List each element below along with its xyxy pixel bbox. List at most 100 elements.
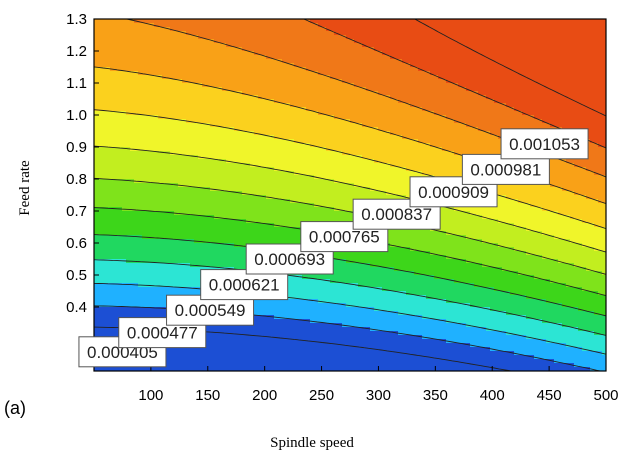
contour-cell	[146, 287, 151, 292]
contour-cell	[146, 43, 151, 48]
contour-cell	[138, 27, 143, 32]
contour-cell	[114, 283, 119, 288]
contour-cell	[254, 307, 259, 312]
contour-cell	[226, 23, 231, 28]
contour-cell	[106, 131, 111, 136]
contour-cell	[262, 115, 267, 120]
contour-cell	[138, 119, 143, 124]
contour-cell	[186, 239, 191, 244]
contour-cell	[182, 347, 187, 352]
contour-cell	[150, 175, 155, 180]
contour-cell	[106, 255, 111, 260]
contour-cell	[230, 367, 235, 371]
contour-cell	[278, 359, 283, 364]
contour-cell	[242, 251, 247, 256]
contour-cell	[310, 307, 315, 312]
contour-cell	[214, 195, 219, 200]
contour-cell	[150, 211, 155, 216]
contour-cell	[314, 39, 319, 44]
contour-cell	[150, 267, 155, 272]
contour-cell	[150, 115, 155, 120]
contour-cell	[314, 339, 319, 344]
contour-cell	[142, 87, 147, 92]
contour-cell	[258, 167, 263, 172]
contour-cell	[198, 263, 203, 268]
contour-cell	[290, 215, 295, 220]
contour-cell	[282, 27, 287, 32]
contour-cell	[198, 259, 203, 264]
contour-cell	[218, 59, 223, 64]
contour-cell	[154, 87, 159, 92]
contour-cell	[114, 243, 119, 248]
contour-cell	[274, 115, 279, 120]
contour-cell	[118, 31, 123, 36]
contour-cell	[222, 107, 227, 112]
contour-cell	[114, 31, 119, 36]
contour-cell	[250, 75, 255, 80]
contour-cell	[134, 27, 139, 32]
contour-cell	[194, 255, 199, 260]
contour-cell	[266, 331, 271, 336]
contour-cell	[134, 287, 139, 292]
contour-cell	[198, 227, 203, 232]
contour-cell	[158, 87, 163, 92]
contour-cell	[130, 139, 135, 144]
contour-cell	[126, 367, 131, 371]
contour-cell	[242, 119, 247, 124]
contour-cell	[106, 107, 111, 112]
contour-cell	[186, 103, 191, 108]
contour-cell	[194, 271, 199, 276]
contour-cell	[182, 239, 187, 244]
contour-cell	[206, 59, 211, 64]
contour-cell	[174, 283, 179, 288]
contour-cell	[134, 291, 139, 296]
contour-cell	[138, 243, 143, 248]
contour-cell	[274, 343, 279, 348]
contour-cell	[190, 187, 195, 192]
contour-cell	[134, 367, 139, 371]
contour-cell	[122, 203, 127, 208]
contour-cell	[290, 203, 295, 208]
contour-cell	[182, 111, 187, 116]
contour-cell	[302, 307, 307, 312]
contour-cell	[102, 95, 107, 100]
contour-cell	[258, 199, 263, 204]
contour-cell	[162, 71, 167, 76]
contour-cell	[318, 115, 323, 120]
contour-cell	[242, 103, 247, 108]
contour-cell	[226, 223, 231, 228]
contour-cell	[250, 191, 255, 196]
contour-cell	[214, 207, 219, 212]
contour-cell	[250, 223, 255, 228]
contour-cell	[186, 55, 191, 60]
contour-cell	[254, 327, 259, 332]
contour-cell	[206, 91, 211, 96]
contour-cell	[126, 267, 131, 272]
contour-cell	[318, 291, 323, 296]
contour-cell	[310, 359, 315, 364]
contour-cell	[226, 123, 231, 128]
contour-cell	[298, 47, 303, 52]
contour-cell	[206, 127, 211, 132]
contour-cell	[210, 247, 215, 252]
contour-cell	[270, 103, 275, 108]
contour-cell	[98, 279, 103, 284]
contour-cell	[98, 179, 103, 184]
contour-cell	[294, 91, 299, 96]
contour-cell	[110, 187, 115, 192]
contour-cell	[138, 275, 143, 280]
contour-cell	[126, 95, 131, 100]
contour-cell	[246, 175, 251, 180]
contour-cell	[182, 55, 187, 60]
contour-cell	[226, 35, 231, 40]
contour-cell	[302, 327, 307, 332]
contour-cell	[278, 319, 283, 324]
contour-cell	[190, 123, 195, 128]
contour-cell	[118, 283, 123, 288]
contour-cell	[222, 219, 227, 224]
contour-cell	[242, 95, 247, 100]
contour-cell	[142, 167, 147, 172]
contour-cell	[306, 359, 311, 364]
contour-cell	[178, 355, 183, 360]
contour-cell	[166, 279, 171, 284]
